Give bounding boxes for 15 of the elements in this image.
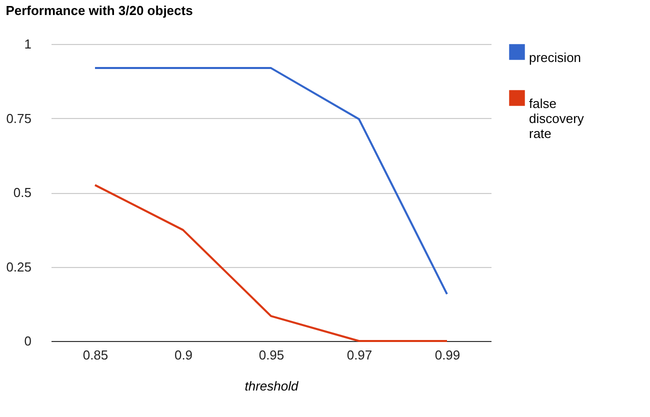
x-tick-label: 0.9 (174, 348, 193, 362)
y-tick-label: 0.75 (6, 110, 32, 126)
x-tick-label: 0.99 (434, 348, 460, 362)
legend-label: false discovery rate (529, 96, 584, 141)
y-tick-label: 0 (24, 334, 32, 348)
y-tick-label: 1 (24, 36, 32, 52)
x-tick-label: 0.85 (82, 348, 108, 362)
line-series (94, 184, 448, 342)
x-axis-title: threshold (244, 378, 300, 394)
y-tick-label: 0.5 (13, 185, 32, 200)
x-tick-label: 0.95 (258, 348, 284, 362)
y-tick-label: 0.25 (6, 259, 32, 274)
chart-title: Performance with 3/20 objects (6, 3, 193, 18)
legend-label: precision (529, 50, 582, 65)
x-tick-label: 0.97 (346, 348, 372, 362)
